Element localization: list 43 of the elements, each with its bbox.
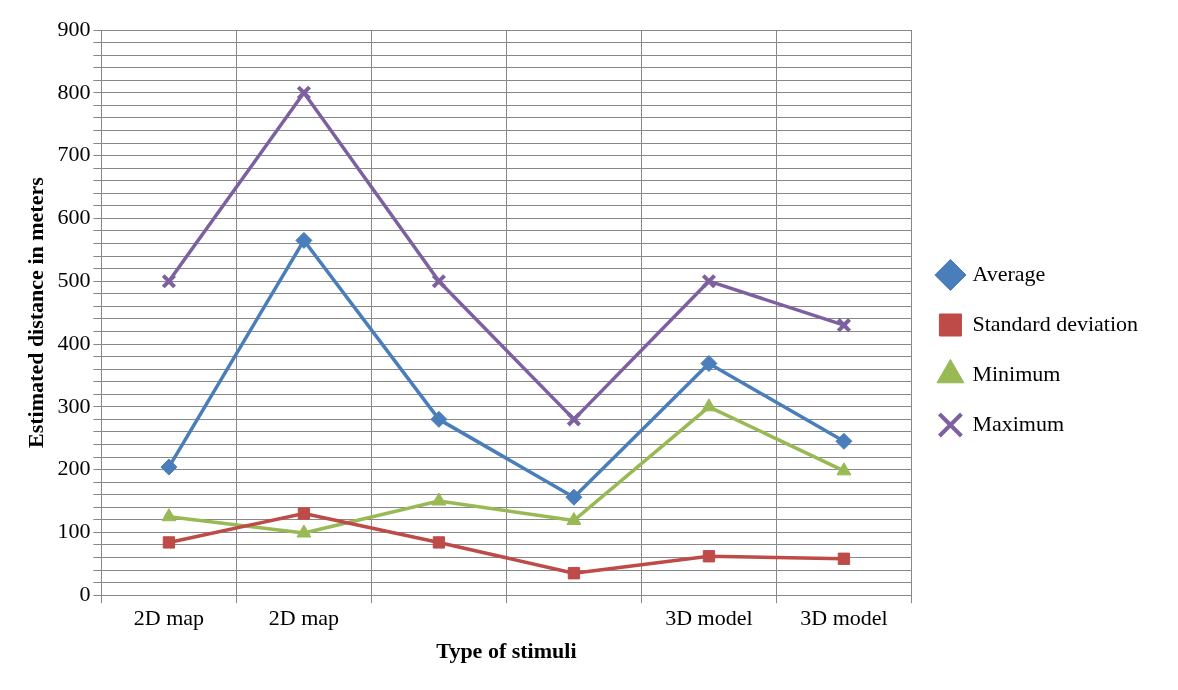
y-tick-label: 100 (57, 518, 91, 544)
point (161, 508, 177, 522)
point (297, 507, 311, 520)
y-tick-label: 300 (57, 392, 91, 418)
point (837, 552, 851, 565)
y-tick-label: 400 (57, 329, 91, 355)
point (700, 354, 718, 372)
point (702, 550, 716, 563)
point (295, 231, 313, 249)
point (566, 511, 582, 525)
point (701, 398, 717, 412)
point (565, 488, 583, 506)
point (160, 458, 178, 476)
legend-label: Average (972, 260, 1046, 286)
y-tick-label: 900 (57, 15, 91, 41)
point (162, 536, 176, 549)
point (701, 273, 717, 289)
x-tick-label: 2D map (133, 605, 205, 631)
point (836, 317, 852, 333)
point (431, 492, 447, 506)
point (567, 567, 581, 580)
legend-label: Minimum (972, 360, 1061, 386)
y-tick-label: 500 (57, 266, 91, 292)
y-tick-label: 700 (57, 141, 91, 167)
x-tick-label: 2D map (268, 605, 340, 631)
point (430, 410, 448, 428)
legend-label: Maximum (972, 410, 1065, 436)
x-tick-label: 3D model (800, 605, 888, 631)
y-axis-title: Estimated distance in meters (22, 176, 48, 448)
point (566, 411, 582, 428)
point (161, 273, 177, 289)
y-tick-label: 0 (79, 580, 91, 606)
y-tick-label: 200 (57, 455, 91, 481)
x-tick-label: 3D model (665, 605, 753, 631)
point (296, 524, 312, 538)
y-tick-label: 800 (57, 78, 91, 104)
point (836, 462, 852, 476)
legend-label: Standard deviation (972, 310, 1139, 336)
point (432, 536, 446, 549)
x-axis-title: Type of stimuli (436, 638, 577, 664)
y-tick-label: 600 (57, 204, 91, 230)
point (431, 273, 447, 289)
point (835, 432, 853, 450)
